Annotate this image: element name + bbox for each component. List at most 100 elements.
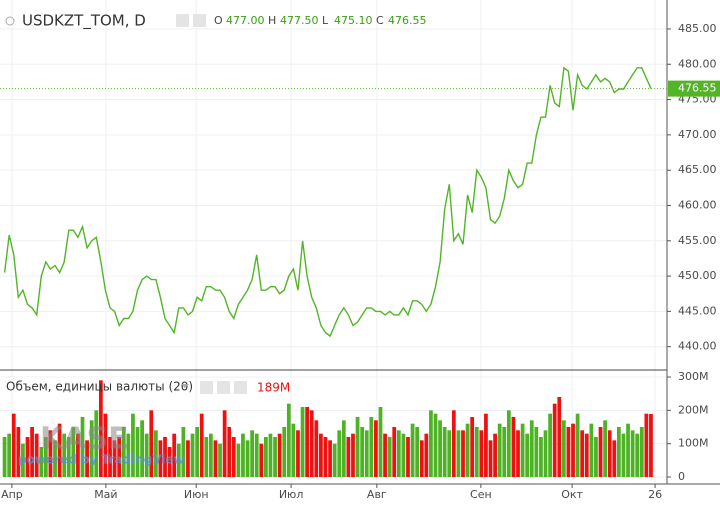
volume-bar xyxy=(346,437,351,477)
volume-bar xyxy=(108,437,112,477)
volume-bar xyxy=(153,430,158,477)
symbol-title: USDKZT_TOM, D xyxy=(22,12,146,31)
y-tick-label: 460.00 xyxy=(678,198,717,211)
y-tick-label: 480.00 xyxy=(678,57,717,70)
volume-bar xyxy=(195,427,199,477)
volume-bar xyxy=(227,427,232,477)
volume-bar xyxy=(89,420,94,477)
volume-bar xyxy=(424,433,429,477)
volume-bar xyxy=(291,423,296,477)
volume-bar xyxy=(442,427,447,477)
volume-bar xyxy=(543,430,548,477)
volume-bar xyxy=(539,437,543,477)
volume-bar xyxy=(410,423,415,477)
volume-bar xyxy=(387,437,392,477)
ohlc-value: 476.55 xyxy=(388,14,427,27)
volume-bar xyxy=(429,410,433,477)
volume-bar xyxy=(506,410,511,477)
volume-bar xyxy=(222,410,227,477)
volume-bar xyxy=(548,413,552,477)
volume-bar xyxy=(552,403,557,477)
volume-bar xyxy=(323,437,328,477)
volume-bar xyxy=(529,420,534,477)
volume-bar xyxy=(314,420,319,477)
volume-bar xyxy=(57,423,62,477)
volume-bar xyxy=(213,440,218,477)
y-tick-label: 470.00 xyxy=(678,128,717,141)
volume-bar xyxy=(163,437,167,477)
last-price-label: 476.55 xyxy=(678,82,717,95)
x-tick-label: Сен xyxy=(470,488,492,501)
volume-bar xyxy=(493,433,497,477)
volume-bar xyxy=(364,430,369,477)
volume-bar xyxy=(34,433,39,477)
volume-bar xyxy=(360,427,365,477)
volume-bar xyxy=(131,413,135,477)
volume-bar xyxy=(332,443,337,477)
volume-bar xyxy=(273,437,277,477)
y-tick-label: 440.00 xyxy=(678,340,717,353)
volume-bar xyxy=(135,427,140,477)
volume-bar xyxy=(98,380,103,477)
volume-bar xyxy=(268,433,273,477)
volume-bar xyxy=(309,410,314,477)
volume-bar xyxy=(474,427,479,477)
volume-bar xyxy=(76,433,80,477)
volume-bar xyxy=(451,410,456,477)
volume-bar xyxy=(112,440,117,477)
y-tick-label: 485.00 xyxy=(678,22,717,35)
volume-bar xyxy=(557,397,562,477)
volume-bar xyxy=(16,427,21,477)
watermark: KASE xyxy=(40,422,129,457)
volume-close-button[interactable] xyxy=(234,381,247,394)
volume-bar xyxy=(479,430,484,477)
volume-bar xyxy=(190,433,195,477)
ohlc-key: O xyxy=(214,14,223,27)
volume-bar xyxy=(561,420,566,477)
volume-bar xyxy=(520,423,525,477)
y-tick-label: 445.00 xyxy=(678,304,717,317)
volume-bar xyxy=(534,427,539,477)
volume-bar xyxy=(497,423,502,477)
volume-title: Объем, единицы валюты (20) xyxy=(6,380,193,394)
volume-bar xyxy=(484,413,488,477)
volume-settings-button[interactable] xyxy=(217,381,230,394)
volume-bar xyxy=(511,417,516,477)
volume-bar xyxy=(337,430,342,477)
volume-bar xyxy=(378,407,383,477)
volume-bar xyxy=(447,430,452,477)
volume-bar xyxy=(144,433,149,477)
volume-eye-button[interactable] xyxy=(200,381,213,394)
volume-bar xyxy=(419,440,424,477)
volume-bar xyxy=(158,440,163,477)
x-tick-label: Май xyxy=(94,488,117,501)
volume-bar xyxy=(328,440,332,477)
volume-bar xyxy=(516,430,520,477)
volume-bar xyxy=(355,417,360,477)
volume-bar xyxy=(612,440,617,477)
settings-button[interactable] xyxy=(193,14,206,27)
volume-bar xyxy=(649,414,653,477)
volume-bar xyxy=(25,437,30,477)
volume-bar xyxy=(584,433,589,477)
volume-bar xyxy=(488,440,493,477)
volume-bar xyxy=(603,420,607,477)
eye-button[interactable] xyxy=(176,14,189,27)
volume-bar xyxy=(2,437,7,477)
volume-bar xyxy=(7,433,12,477)
volume-bar xyxy=(71,427,76,477)
volume-bar xyxy=(296,430,300,477)
volume-bar xyxy=(259,443,264,477)
volume-dropdown[interactable] xyxy=(181,384,189,388)
volume-bar xyxy=(415,427,420,477)
y-tick-label: 200M xyxy=(678,403,709,416)
volume-bar xyxy=(199,413,204,477)
volume-bar xyxy=(208,433,213,477)
y-tick-label: 450.00 xyxy=(678,269,717,282)
volume-bar xyxy=(167,447,172,477)
x-tick-label: Июл xyxy=(279,488,304,501)
volume-last-value: 189M xyxy=(257,381,290,395)
volume-bar xyxy=(48,430,53,477)
ohlc-value: 475.10 xyxy=(334,14,373,27)
